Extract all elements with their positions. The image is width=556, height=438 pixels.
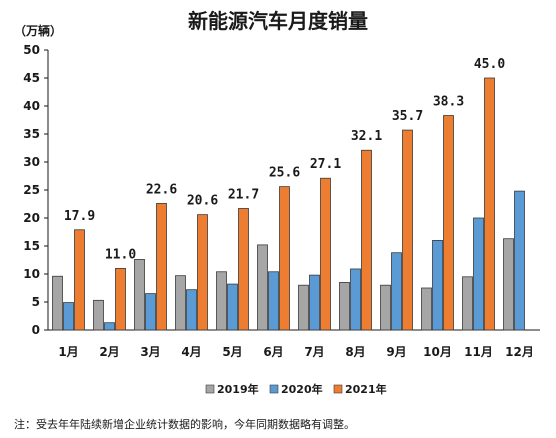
bar-2020年-6月 (268, 271, 279, 331)
bar-2020年-2月 (104, 322, 115, 331)
data-label: 11.0 (105, 247, 136, 262)
x-tick-label: 9月 (386, 345, 406, 359)
x-tick-label: 4月 (181, 345, 201, 359)
bar-2019年-11月 (462, 276, 473, 331)
bar-2019年-7月 (298, 284, 309, 331)
bar-2021年-2月 (115, 267, 126, 331)
bar-2021年-8月 (361, 149, 372, 331)
y-tick-label: 5 (32, 295, 40, 309)
data-label: 32.1 (351, 129, 382, 144)
bar-2020年-10月 (432, 239, 443, 331)
y-axis-ticks: 0 5 10 15 20 25 30 35 40 45 50 (23, 43, 48, 337)
bar-2019年-2月 (93, 299, 104, 331)
chart-legend: 2019年 2020年 2021年 (205, 382, 387, 396)
y-tick-label: 45 (23, 71, 40, 85)
bar-2020年-1月 (63, 302, 74, 331)
bar-2019年-1月 (52, 275, 63, 331)
bar-2021年-4月 (197, 214, 208, 331)
legend-swatch (205, 384, 215, 394)
data-label: 35.7 (392, 109, 423, 124)
y-axis-unit-label: （万辆） (14, 23, 62, 38)
bar-2020年-4月 (186, 289, 197, 331)
x-tick-label: 8月 (345, 345, 365, 359)
data-label: 17.9 (64, 209, 95, 224)
legend-label: 2021年 (345, 382, 387, 396)
data-label: 21.7 (228, 187, 259, 202)
data-label: 38.3 (433, 95, 464, 110)
data-label: 25.6 (269, 166, 300, 181)
bar-2020年-12月 (514, 190, 525, 331)
plot-area: 0 5 10 15 20 25 30 35 40 45 50 17.9 11.0 22.6 20.6 21.… (23, 43, 540, 359)
bar-2020年-11月 (473, 217, 484, 331)
bar-2019年-12月 (503, 238, 514, 331)
legend-label: 2020年 (281, 382, 323, 396)
chart-title: 新能源汽车月度销量 (188, 9, 368, 33)
bar-2021年-1月 (74, 229, 85, 331)
x-tick-label: 10月 (423, 345, 452, 359)
data-label: 22.6 (146, 182, 177, 197)
y-tick-label: 20 (23, 211, 40, 225)
bar-2019年-4月 (175, 275, 186, 331)
y-tick-label: 40 (23, 99, 40, 113)
bar-2020年-9月 (391, 252, 402, 331)
legend-swatch (269, 384, 279, 394)
bar-2021年-11月 (484, 77, 495, 331)
bar-2021年-5月 (238, 208, 249, 331)
bar-2021年-7月 (320, 177, 331, 331)
y-tick-label: 25 (23, 183, 40, 197)
bar-2019年-9月 (380, 284, 391, 331)
bar-2019年-3月 (134, 259, 145, 331)
x-tick-label: 2月 (99, 345, 119, 359)
bar-2019年-8月 (339, 281, 350, 331)
bar-2020年-5月 (227, 283, 238, 331)
x-tick-label: 11月 (464, 345, 493, 359)
y-tick-label: 35 (23, 127, 40, 141)
bar-2020年-7月 (309, 274, 320, 331)
data-label: 20.6 (187, 194, 218, 209)
footnote: 注：受去年年陆续新增企业统计数据的影响，今年同期数据略有调整。 (14, 417, 355, 431)
x-axis-ticks: 1月 2月 3月 4月 5月 6月 7月 8月 9月 10月 11月 12月 (58, 345, 534, 359)
x-tick-label: 7月 (304, 345, 324, 359)
bar-2020年-3月 (145, 293, 156, 331)
x-tick-label: 3月 (140, 345, 160, 359)
x-tick-label: 6月 (263, 345, 283, 359)
x-tick-label: 5月 (222, 345, 242, 359)
bar-2019年-5月 (216, 271, 227, 331)
data-label: 27.1 (310, 157, 341, 172)
bar-2020年-8月 (350, 268, 361, 331)
legend-label: 2019年 (217, 382, 259, 396)
bar-2021年-3月 (156, 203, 167, 331)
x-tick-label: 1月 (58, 345, 78, 359)
data-labels-group: 17.9 11.0 22.6 20.6 21.7 25.6 27.1 32.1 35.7 38.3… (64, 57, 505, 262)
y-tick-label: 15 (23, 239, 40, 253)
y-tick-label: 50 (23, 43, 40, 57)
y-tick-label: 30 (23, 155, 40, 169)
bar-2019年-10月 (421, 287, 432, 331)
bar-2019年-6月 (257, 244, 268, 331)
legend-swatch (333, 384, 343, 394)
bar-2021年-9月 (402, 129, 413, 331)
bars-group (52, 77, 525, 331)
bar-2021年-10月 (443, 115, 454, 331)
x-tick-label: 12月 (505, 345, 534, 359)
bar-2021年-6月 (279, 186, 290, 331)
y-tick-label: 10 (23, 267, 40, 281)
data-label: 45.0 (474, 57, 505, 72)
y-tick-label: 0 (32, 323, 40, 337)
